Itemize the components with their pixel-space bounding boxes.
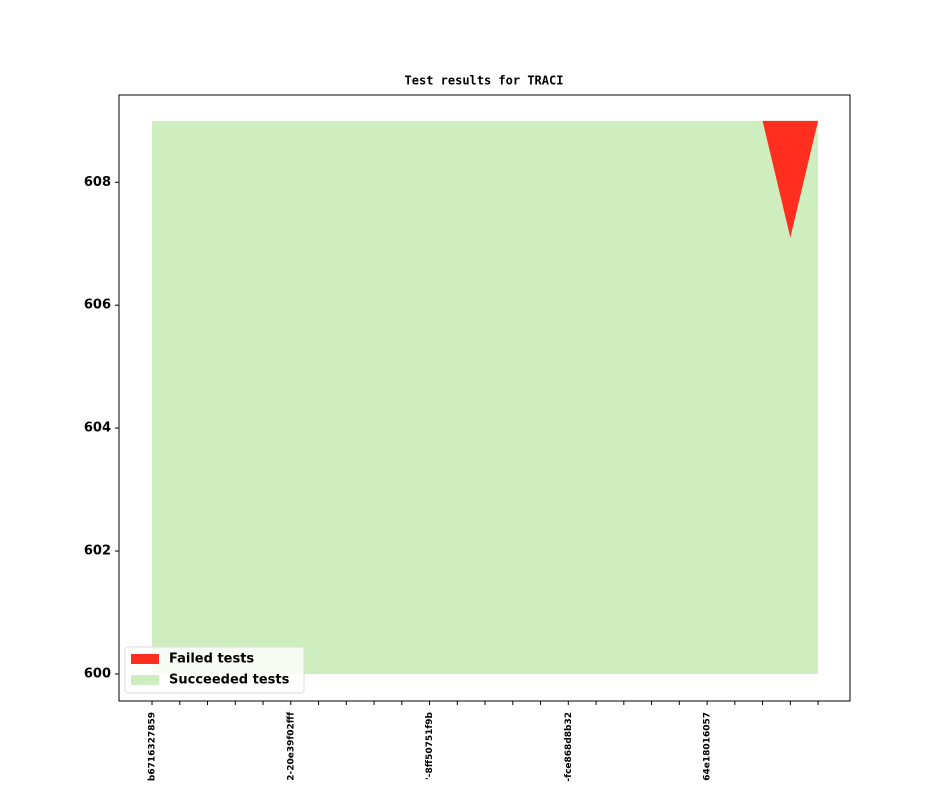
x-tick-label: -fce868d8b32 [564,712,574,782]
legend: Failed tests Succeeded tests [124,646,305,694]
x-tick-label: b6716327859 [148,712,158,781]
y-tick-label: 606 [84,298,111,313]
chart-title: Test results for TRACI [405,74,564,88]
succeeded-area [152,120,819,674]
legend-label: Succeeded tests [169,673,290,688]
y-tick-label: 602 [84,544,111,559]
x-tick-label: 64e18016057 [703,712,713,781]
y-tick-label: 604 [84,421,111,436]
plot-frame [118,94,851,702]
legend-box [124,646,305,694]
legend-label: Failed tests [169,652,254,667]
legend-swatch [131,675,159,685]
x-tick-label: 2-20e39f02fff [286,712,296,781]
y-tick-label: 600 [84,666,111,681]
x-tick-label: '-8ff50751f9b [425,711,435,780]
legend-swatch [131,654,159,664]
y-tick-label: 608 [84,175,111,190]
